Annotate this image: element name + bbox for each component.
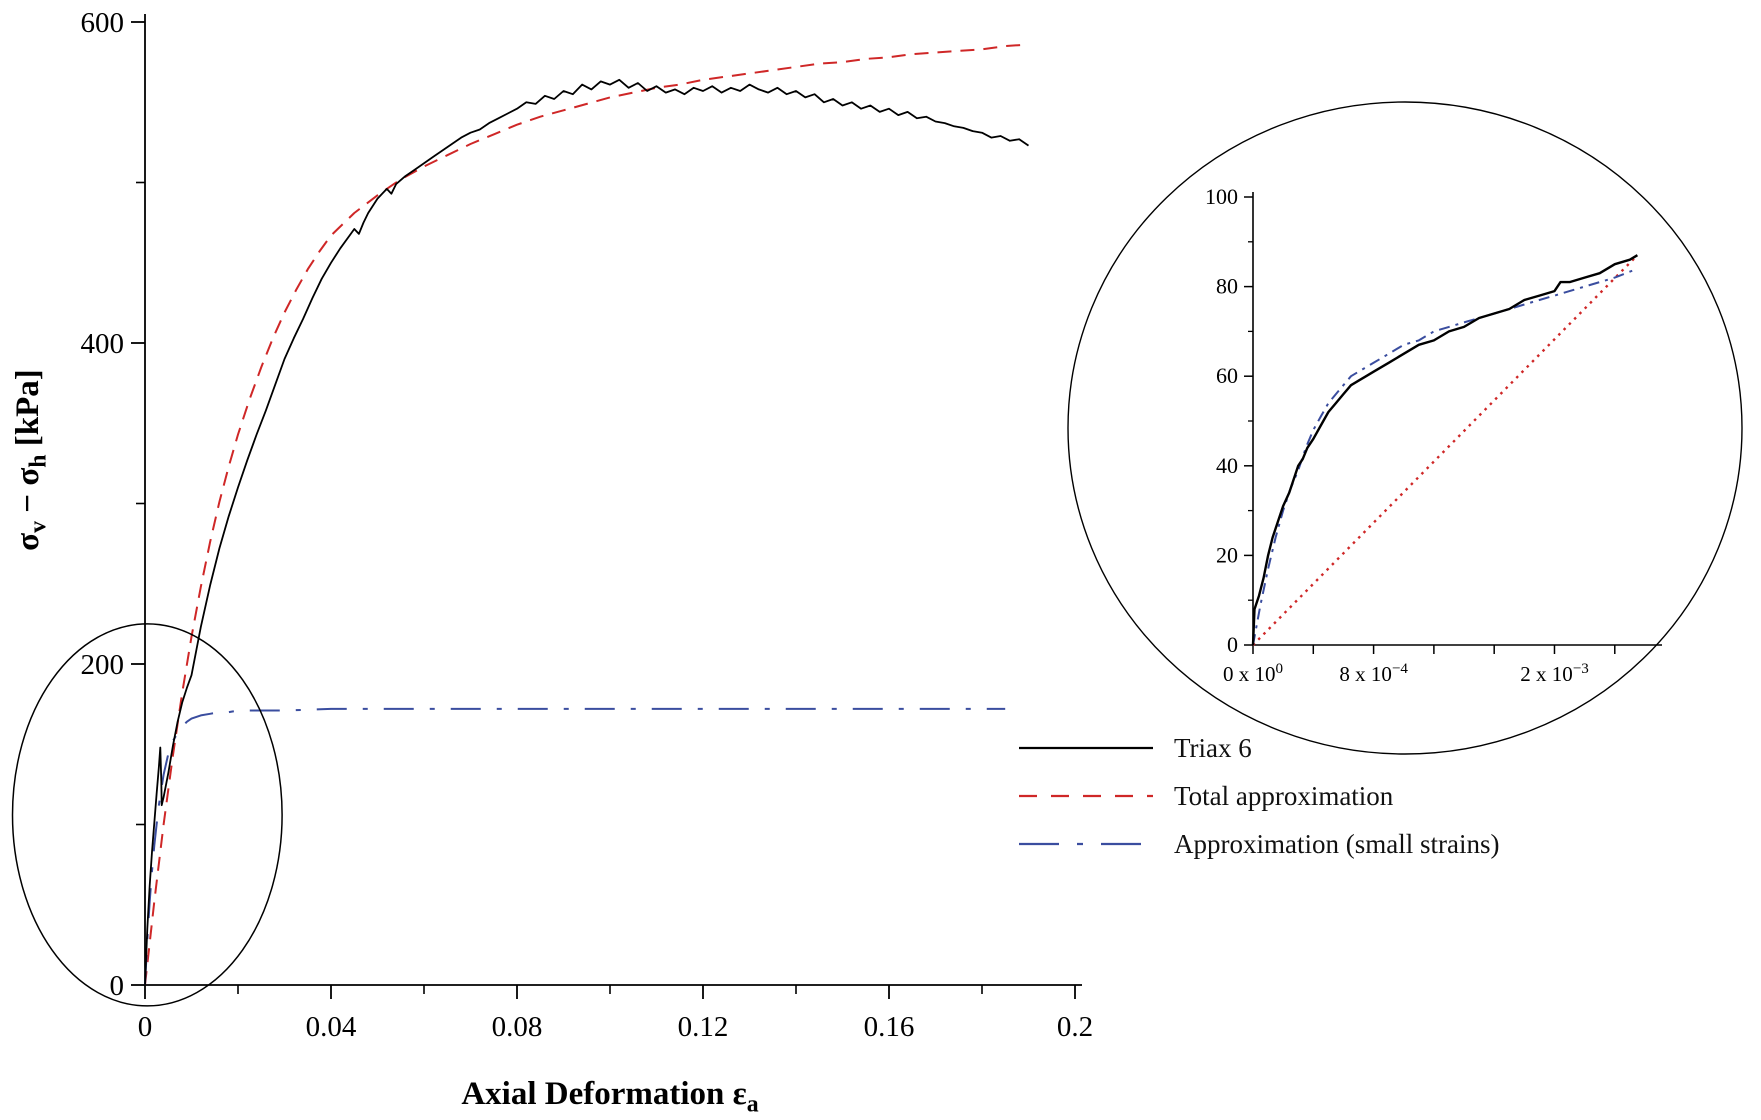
main-series-total-approximation-line xyxy=(144,43,1029,986)
y-tick-label: 600 xyxy=(81,7,125,39)
y-axis-label: σv − σh [kPa] xyxy=(10,369,51,551)
inset-y-tick-label: 40 xyxy=(1216,453,1238,478)
main-series-approximation-small-strains-line xyxy=(144,707,1006,986)
main-plot: 0 0.04 0.08 0.12 0.16 0.2 0 200 400 600 Axial Defo… xyxy=(10,7,1093,1117)
inset-circle xyxy=(1067,101,1743,755)
legend-line-dashdot-icon xyxy=(1019,842,1153,846)
inset-x-tick-label: 0 x 100 xyxy=(1223,661,1283,686)
x-tick-label: 0 xyxy=(138,1011,153,1043)
x-tick-label: 0.2 xyxy=(1057,1011,1093,1043)
main-series-triax-6-line xyxy=(144,78,1030,986)
inset-y-tick-label: 80 xyxy=(1216,274,1238,299)
inset-y-tick-label: 60 xyxy=(1216,363,1238,388)
x-tick-label: 0.16 xyxy=(864,1011,915,1043)
legend-label-triax6: Triax 6 xyxy=(1174,732,1252,763)
y-tick-label: 400 xyxy=(81,328,125,360)
legend: Triax 6 Total approximation Approximatio… xyxy=(1016,724,1499,868)
y-tick-label: 0 xyxy=(110,970,125,1002)
inset-series-total-approximation-line xyxy=(1252,254,1639,646)
inset-y-tick-label: 100 xyxy=(1205,184,1238,209)
y-tick-label: 200 xyxy=(81,649,125,681)
inset-plot: 0 x 100 8 x 10−4 2 x 10−3 0 20 40 60 80 100 xyxy=(1067,101,1743,755)
legend-item-triax6: Triax 6 xyxy=(1016,724,1499,772)
x-tick-label: 0.08 xyxy=(492,1011,543,1043)
legend-line-dashed-icon xyxy=(1019,794,1153,798)
x-axis-label: Axial Deformation εa xyxy=(461,1076,758,1117)
legend-line-solid-icon xyxy=(1019,746,1153,750)
legend-item-total-approximation: Total approximation xyxy=(1016,772,1499,820)
x-tick-label: 0.04 xyxy=(306,1011,357,1043)
inset-x-tick-label: 2 x 10−3 xyxy=(1520,661,1589,686)
inset-x-tick-label: 8 x 10−4 xyxy=(1339,661,1408,686)
inset-y-tick-label: 0 xyxy=(1227,632,1238,657)
legend-item-small-strain-approximation: Approximation (small strains) xyxy=(1016,820,1499,868)
x-tick-label: 0.12 xyxy=(678,1011,729,1043)
inset-series-triax-6-line xyxy=(1251,254,1639,646)
legend-label-small-strain-approximation: Approximation (small strains) xyxy=(1174,828,1500,859)
legend-label-total-approximation: Total approximation xyxy=(1174,780,1394,811)
inset-y-tick-label: 20 xyxy=(1216,542,1238,567)
inset-series-approximation-small-strains-line xyxy=(1252,267,1638,646)
zoom-region-ellipse xyxy=(11,623,283,1007)
